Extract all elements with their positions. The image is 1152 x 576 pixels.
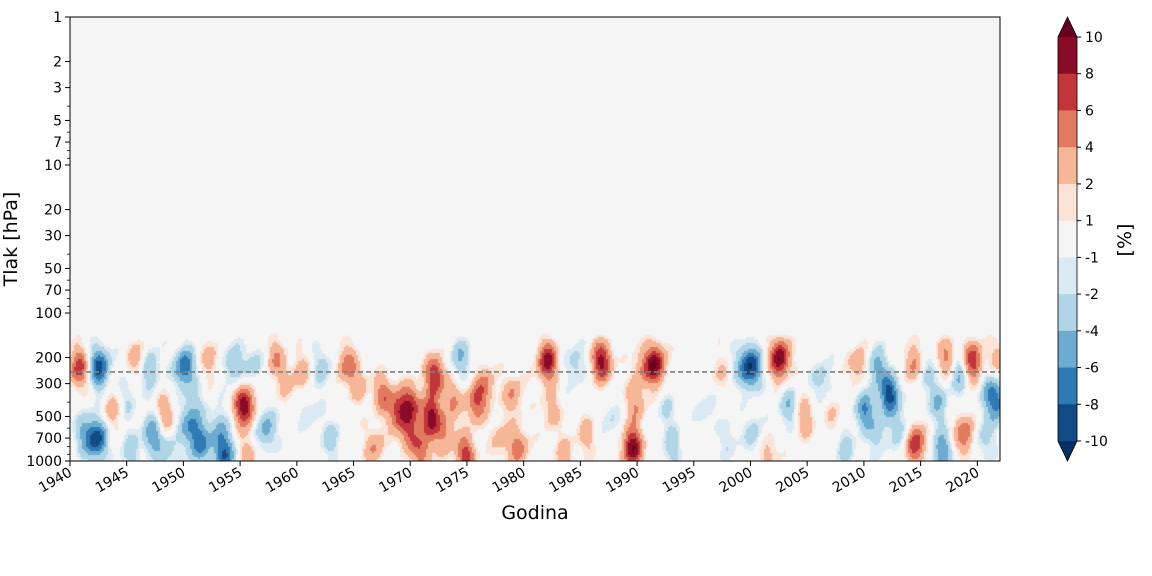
colorbar: 10 8 6 4 2 1 -1 -2 -4 -6 -8 -10 — [1057, 16, 1108, 462]
colorbar-band — [1058, 294, 1077, 332]
y-tick-label: 1000 — [26, 454, 62, 470]
y-tick-label: 7 — [53, 135, 62, 151]
colorbar-tick-label: 4 — [1085, 140, 1094, 156]
x-tick-label: 1960 — [263, 465, 302, 497]
colorbar-band — [1058, 404, 1077, 442]
colorbar-band — [1058, 73, 1077, 111]
colorbar-band — [1058, 147, 1077, 185]
x-tick-label: 1985 — [547, 465, 586, 497]
colorbar-band — [1058, 257, 1077, 295]
colorbar-tick-label: -8 — [1085, 397, 1099, 413]
contour-plot-area — [70, 17, 1000, 461]
colorbar-band — [1058, 110, 1077, 148]
colorbar-tick-label: -4 — [1085, 324, 1099, 340]
y-tick-label: 70 — [44, 283, 62, 299]
x-tick-label: 2010 — [830, 465, 869, 497]
y-tick-label: 3 — [53, 81, 62, 97]
colorbar-tick-label: 1 — [1085, 214, 1094, 230]
colorbar-tick-label: 10 — [1085, 30, 1103, 46]
plot-frame — [69, 16, 1001, 462]
x-tick-label: 1995 — [660, 465, 699, 497]
colorbar-extend-max — [1058, 17, 1077, 37]
y-tick-label: 300 — [35, 377, 62, 393]
x-tick-label: 1975 — [433, 465, 472, 497]
y-tick-label: 20 — [44, 203, 62, 219]
colorbar-tick-label: 6 — [1085, 103, 1094, 119]
colorbar-band — [1058, 220, 1077, 258]
x-tick-label: 2005 — [773, 465, 812, 497]
y-tick-label: 200 — [35, 351, 62, 367]
y-tick-label: 500 — [35, 409, 62, 425]
colorbar-band — [1058, 367, 1077, 405]
colorbar-band — [1058, 37, 1077, 75]
contour-field — [70, 17, 1000, 461]
y-tick-label: 10 — [44, 158, 62, 174]
y-tick-label: 5 — [53, 113, 62, 129]
x-axis-title: Godina — [501, 502, 568, 524]
x-tick-label: 1950 — [150, 465, 189, 497]
colorbar-tick-label: 2 — [1085, 177, 1094, 193]
colorbar-tick-label: -1 — [1085, 250, 1099, 266]
y-tick-label: 1 — [53, 10, 62, 26]
colorbar-band — [1058, 183, 1077, 222]
colorbar-tick-label: -6 — [1085, 361, 1099, 377]
colorbar-tick-label: 8 — [1085, 67, 1094, 83]
x-tick-label: 2020 — [943, 465, 982, 497]
y-axis-title: Tlak [hPa] — [0, 192, 22, 288]
y-tick-label: 700 — [35, 431, 62, 447]
y-tick-label: 30 — [44, 229, 62, 245]
colorbar-band — [1058, 330, 1077, 369]
colorbar-tick-label: -10 — [1085, 434, 1108, 450]
colorbar-tick-label: -2 — [1085, 287, 1099, 303]
x-tick-label: 2000 — [717, 465, 756, 497]
x-tick-label: 2015 — [887, 465, 926, 497]
x-tick-label: 1980 — [490, 465, 529, 497]
x-tick-label: 1990 — [603, 465, 642, 497]
x-tick-label: 1945 — [93, 465, 132, 497]
y-tick-label: 2 — [53, 55, 62, 71]
y-tick-label: 100 — [35, 306, 62, 322]
y-tick-label: 50 — [44, 261, 62, 277]
colorbar-label: [%] — [1114, 224, 1136, 257]
x-tick-label: 1955 — [206, 465, 245, 497]
x-tick-label: 1970 — [376, 465, 415, 497]
x-tick-label: 1965 — [320, 465, 359, 497]
colorbar-extend-min — [1058, 441, 1077, 461]
